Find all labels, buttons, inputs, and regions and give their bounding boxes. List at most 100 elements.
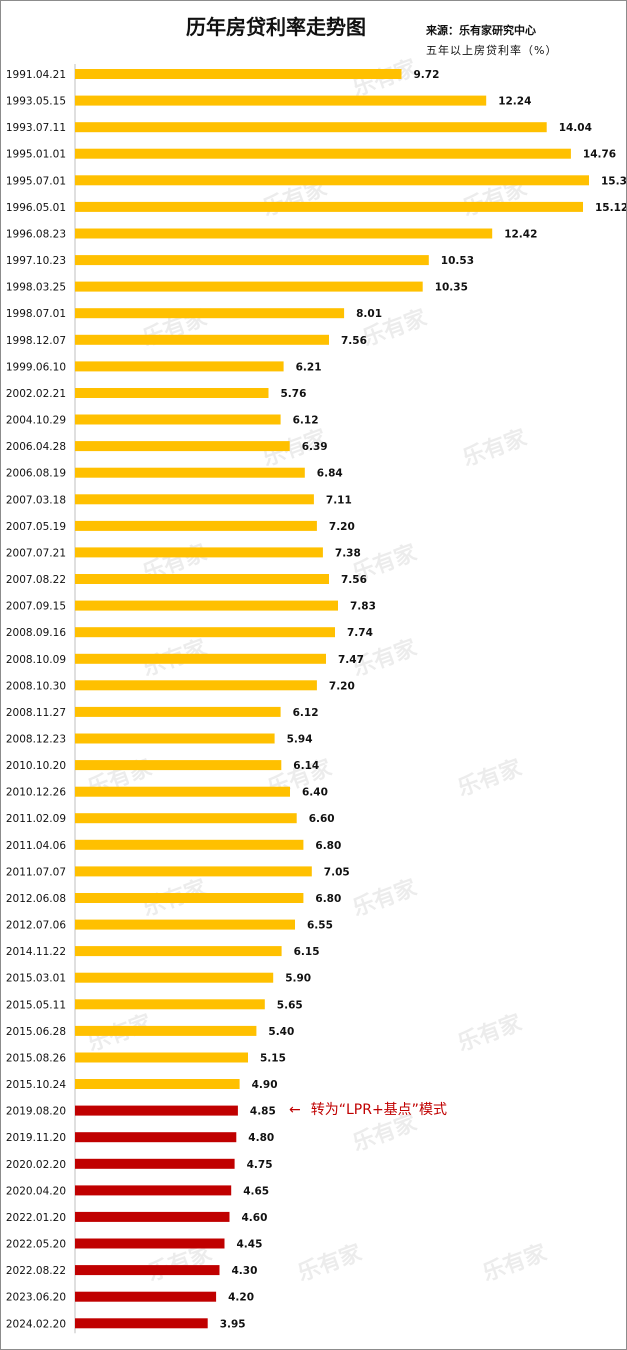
- tick-label-2007.07.21: 2007.07.21: [6, 547, 66, 559]
- tick-label-2022.08.22: 2022.08.22: [6, 1265, 66, 1277]
- value-label-2010.10.20: 6.14: [293, 760, 319, 772]
- value-label-1998.12.07: 7.56: [341, 335, 367, 347]
- value-label-1999.06.10: 6.21: [296, 361, 322, 373]
- bar-2008.12.23: [75, 733, 275, 744]
- bar-2020.02.20: [75, 1158, 235, 1169]
- bar-2015.06.28: [75, 1025, 257, 1036]
- value-label-1998.03.25: 10.35: [435, 282, 468, 294]
- tick-label-1993.05.15: 1993.05.15: [6, 96, 66, 108]
- tick-label-2002.02.21: 2002.02.21: [6, 388, 66, 400]
- tick-label-2012.07.06: 2012.07.06: [6, 920, 66, 932]
- unit-label: 五年以上房贷利率（%）: [426, 44, 558, 57]
- tick-label-2022.05.20: 2022.05.20: [6, 1239, 66, 1251]
- bar-2007.05.19: [75, 520, 317, 531]
- value-label-2002.02.21: 5.76: [281, 388, 307, 400]
- tick-label-2015.06.28: 2015.06.28: [6, 1026, 66, 1038]
- value-labels-layer: 9.72 12.24 14.04 14.76 15.30 15.12 12.42 10.53 1…: [220, 69, 626, 1330]
- value-label-1997.10.23: 10.53: [441, 255, 474, 267]
- value-label-2012.07.06: 6.55: [307, 920, 333, 932]
- tick-label-1997.10.23: 1997.10.23: [6, 255, 66, 267]
- bar-2008.11.27: [75, 706, 281, 717]
- bar-2007.09.15: [75, 600, 338, 611]
- value-label-2015.10.24: 4.90: [252, 1079, 278, 1091]
- bar-2011.02.09: [75, 813, 297, 824]
- value-label-2007.08.22: 7.56: [341, 574, 367, 586]
- watermark-6: 乐有家: [459, 424, 531, 471]
- tick-label-1995.01.01: 1995.01.01: [6, 149, 66, 161]
- watermark-13: 乐有家: [454, 754, 526, 801]
- value-label-2008.09.16: 7.74: [347, 627, 373, 639]
- value-label-1996.05.01: 15.12: [595, 202, 626, 214]
- bar-2011.04.06: [75, 839, 304, 850]
- bars-layer: [75, 69, 589, 1329]
- bar-1997.10.23: [75, 255, 429, 266]
- tick-label-2012.06.08: 2012.06.08: [6, 893, 66, 905]
- value-label-2019.08.20: 4.85: [250, 1106, 276, 1118]
- bar-2015.10.24: [75, 1079, 240, 1089]
- tick-label-2023.06.20: 2023.06.20: [6, 1292, 66, 1304]
- bar-2002.02.21: [75, 388, 269, 398]
- tick-label-1998.12.07: 1998.12.07: [6, 335, 66, 347]
- tick-label-2007.05.19: 2007.05.19: [6, 521, 66, 533]
- value-label-1991.04.21: 9.72: [414, 69, 440, 81]
- bar-2008.10.30: [75, 680, 317, 691]
- tick-label-2011.02.09: 2011.02.09: [6, 813, 66, 825]
- bar-2011.07.07: [75, 866, 312, 877]
- lpr-annotation-text: 转为“LPR+基点”模式: [310, 1102, 447, 1118]
- lpr-annotation: ← 转为“LPR+基点”模式: [289, 1099, 447, 1119]
- bar-2015.08.26: [75, 1052, 248, 1063]
- tick-label-1998.07.01: 1998.07.01: [6, 308, 66, 320]
- tick-label-2007.03.18: 2007.03.18: [6, 494, 66, 506]
- tick-label-2015.10.24: 2015.10.24: [6, 1079, 66, 1091]
- tick-labels-layer: 1991.04.21 1993.05.15 1993.07.11 1995.01.01…: [6, 69, 66, 1330]
- value-label-2014.11.22: 6.15: [294, 946, 320, 958]
- value-label-2004.10.29: 6.12: [293, 415, 319, 427]
- tick-label-1991.04.21: 1991.04.21: [6, 69, 66, 81]
- bar-2015.03.01: [75, 972, 274, 983]
- value-label-2015.03.01: 5.90: [285, 973, 311, 985]
- value-label-2008.10.30: 7.20: [329, 680, 355, 692]
- value-label-2020.02.20: 4.75: [247, 1159, 273, 1171]
- bar-2007.03.18: [75, 494, 314, 505]
- watermark-15: 乐有家: [349, 874, 421, 921]
- tick-label-1999.06.10: 1999.06.10: [6, 361, 66, 373]
- value-label-1996.08.23: 12.42: [504, 229, 537, 241]
- tick-label-2020.02.20: 2020.02.20: [6, 1159, 66, 1171]
- value-label-1995.07.01: 15.30: [601, 175, 626, 187]
- bar-2010.10.20: [75, 760, 282, 771]
- value-label-2011.02.09: 6.60: [309, 813, 335, 825]
- bar-1993.05.15: [75, 95, 487, 106]
- bar-1999.06.10: [75, 361, 284, 372]
- value-label-2007.03.18: 7.11: [326, 494, 352, 506]
- tick-label-2007.09.15: 2007.09.15: [6, 601, 66, 613]
- tick-label-2015.05.11: 2015.05.11: [6, 999, 66, 1011]
- bar-2022.01.20: [75, 1211, 230, 1222]
- tick-label-1996.05.01: 1996.05.01: [6, 202, 66, 214]
- value-label-2024.02.20: 3.95: [220, 1318, 246, 1330]
- bar-2006.04.28: [75, 441, 290, 452]
- bar-2010.12.26: [75, 786, 290, 797]
- value-label-1995.01.01: 14.76: [583, 149, 616, 161]
- arrow-left-icon: ←: [289, 1102, 301, 1118]
- value-label-2022.05.20: 4.45: [237, 1239, 263, 1251]
- bar-2024.02.20: [75, 1318, 208, 1329]
- tick-label-2011.04.06: 2011.04.06: [6, 840, 66, 852]
- bar-2004.10.29: [75, 414, 281, 425]
- bar-1991.04.21: [75, 69, 402, 79]
- watermark-17: 乐有家: [454, 1009, 526, 1056]
- tick-label-2015.08.26: 2015.08.26: [6, 1053, 66, 1065]
- value-label-2015.06.28: 5.40: [268, 1026, 294, 1038]
- bar-2019.08.20: [75, 1105, 238, 1116]
- value-label-2022.01.20: 4.60: [242, 1212, 268, 1224]
- bar-2008.10.09: [75, 653, 326, 664]
- tick-label-2019.11.20: 2019.11.20: [6, 1132, 66, 1144]
- bar-1995.07.01: [75, 175, 589, 186]
- value-label-2020.04.20: 4.65: [243, 1185, 269, 1197]
- tick-label-2010.10.20: 2010.10.20: [6, 760, 66, 772]
- bar-2019.11.20: [75, 1132, 237, 1143]
- bar-2007.08.22: [75, 574, 329, 584]
- tick-label-2024.02.20: 2024.02.20: [6, 1318, 66, 1330]
- tick-label-2008.11.27: 2008.11.27: [6, 707, 66, 719]
- value-label-1993.07.11: 14.04: [559, 122, 592, 134]
